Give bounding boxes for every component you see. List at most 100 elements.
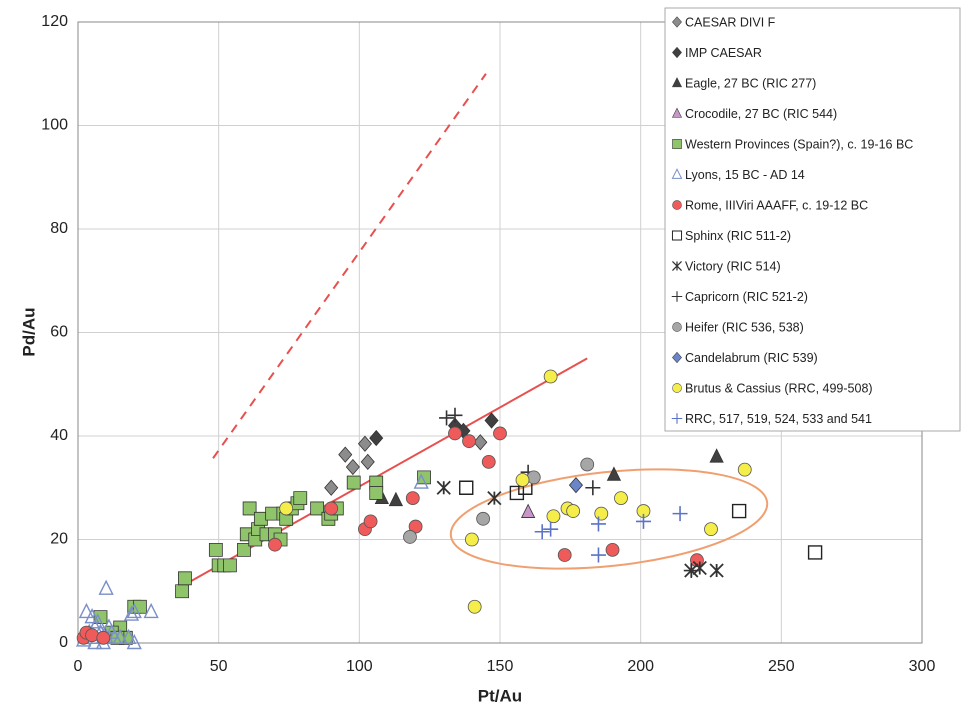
point	[487, 490, 502, 506]
point	[704, 522, 718, 537]
point	[208, 542, 223, 557]
legend-marker	[672, 261, 682, 271]
y-tick-label: 80	[50, 220, 68, 237]
point	[692, 560, 707, 576]
point	[101, 618, 117, 634]
point	[338, 446, 353, 463]
series	[75, 473, 429, 650]
point	[123, 605, 140, 621]
series	[568, 477, 583, 494]
point	[585, 480, 601, 496]
point	[403, 530, 417, 544]
point	[360, 453, 375, 470]
point	[568, 477, 583, 494]
legend-marker	[672, 351, 682, 364]
point	[543, 521, 559, 537]
series	[76, 426, 704, 645]
point	[557, 548, 572, 562]
y-tick-label: 120	[41, 13, 68, 30]
legend-marker	[671, 413, 683, 424]
point	[614, 491, 628, 506]
legend-marker	[672, 200, 682, 210]
point	[175, 584, 189, 599]
point	[143, 602, 159, 619]
point	[590, 516, 606, 532]
point	[731, 503, 747, 519]
y-tick-label: 60	[50, 324, 68, 341]
point	[515, 473, 530, 487]
point	[447, 407, 463, 423]
point	[635, 513, 651, 529]
point	[96, 630, 111, 645]
point	[369, 486, 384, 500]
point	[405, 491, 420, 506]
point	[606, 466, 622, 481]
point	[543, 369, 558, 384]
legend-marker	[671, 168, 683, 179]
legend-label: Sphinx (RIC 511-2)	[685, 229, 791, 243]
series	[436, 480, 724, 578]
point	[345, 458, 360, 476]
point	[363, 514, 378, 529]
y-axis-title: Pd/Au	[19, 307, 38, 356]
legend-marker	[671, 230, 683, 241]
point	[439, 410, 455, 426]
legend-marker	[671, 77, 683, 88]
legend: CAESAR DIVI F IMP CAESAR Eagle, 27 BC (RIC…	[671, 15, 913, 426]
point	[683, 563, 699, 579]
point	[369, 429, 384, 447]
legend-label: Heifer (RIC 536, 538)	[685, 320, 804, 334]
point	[324, 479, 339, 496]
y-tick-label: 40	[50, 427, 68, 444]
legend-label: Western Provinces (Spain?), c. 19-16 BC	[685, 137, 913, 151]
point	[467, 599, 482, 614]
point	[546, 509, 561, 524]
point	[388, 491, 404, 507]
point	[473, 434, 488, 451]
legend-label: Capricorn (RIC 521-2)	[685, 290, 808, 304]
highlight-ellipse	[449, 468, 769, 570]
point	[268, 537, 282, 552]
point	[346, 475, 361, 490]
x-tick-label: 300	[909, 658, 936, 675]
legend-marker	[672, 322, 682, 332]
legend-marker	[671, 107, 683, 118]
point	[78, 602, 95, 619]
point	[98, 579, 114, 595]
legend-label: Candelabrum (RIC 539)	[685, 351, 818, 365]
point	[293, 491, 308, 505]
point	[126, 633, 142, 650]
y-tick-label: 100	[41, 117, 68, 134]
x-tick-label: 200	[627, 658, 654, 675]
point	[526, 470, 541, 485]
legend-label: Rome, IIIViri AAAFF, c. 19-12 BC	[685, 198, 868, 212]
point	[462, 434, 476, 449]
legend-marker	[672, 139, 682, 149]
point	[594, 506, 609, 521]
point	[324, 501, 339, 516]
x-tick-label: 150	[487, 658, 514, 675]
point	[84, 608, 100, 624]
legend-box	[664, 7, 961, 432]
point	[580, 457, 595, 472]
point	[709, 448, 724, 463]
x-axis-title: Pt/Au	[478, 686, 522, 705]
point	[121, 628, 137, 645]
point	[481, 454, 496, 469]
point	[436, 480, 451, 495]
point	[534, 524, 550, 540]
point	[459, 480, 474, 495]
fit-line	[212, 73, 487, 459]
series	[520, 503, 536, 518]
point	[566, 504, 581, 518]
x-tick-label: 250	[768, 658, 795, 675]
legend-label: CAESAR DIVI F	[685, 15, 776, 29]
point	[223, 558, 237, 573]
point	[484, 412, 499, 429]
series	[324, 434, 488, 496]
point	[112, 628, 128, 645]
point	[237, 542, 251, 557]
x-tick-label: 100	[346, 658, 373, 675]
legend-marker	[672, 46, 682, 59]
